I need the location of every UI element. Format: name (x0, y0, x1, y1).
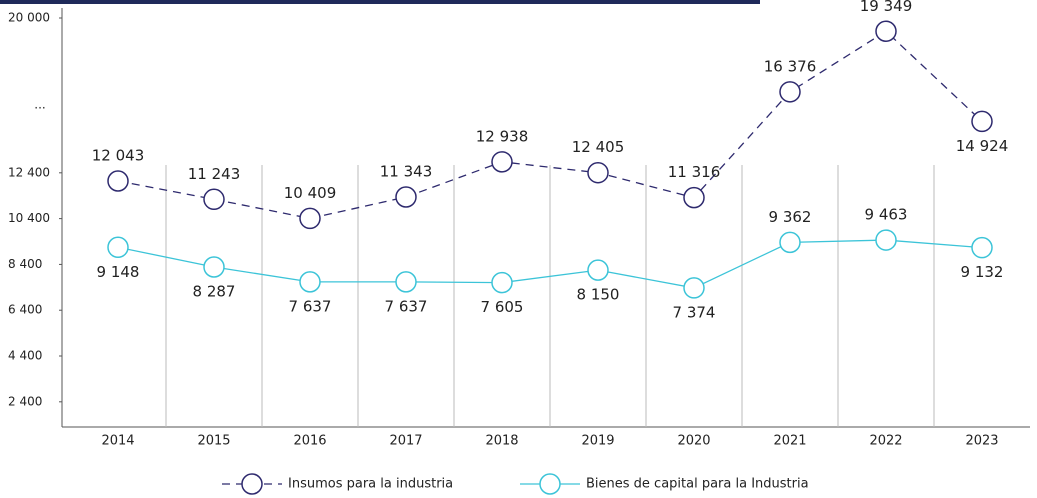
point (299, 271, 321, 293)
legend-marker (241, 473, 263, 495)
point (971, 236, 993, 259)
x-tick-label: 2023 (965, 434, 998, 449)
point (587, 259, 609, 281)
y-tick-label: 20 000 (8, 11, 50, 25)
y-tick-label: 6 400 (8, 303, 42, 317)
data-label: 11 343 (380, 163, 433, 181)
data-label: 7 637 (289, 297, 332, 315)
x-tick-label: 2020 (677, 434, 710, 449)
point (203, 256, 225, 278)
point (107, 170, 129, 192)
data-label: 9 148 (97, 263, 140, 281)
point (683, 277, 705, 299)
data-label: 9 362 (769, 208, 812, 226)
point (491, 151, 513, 173)
point (395, 271, 417, 293)
y-tick-label: 8 400 (8, 257, 42, 271)
data-label: 16 376 (764, 57, 817, 75)
point (587, 161, 609, 184)
legend-marker (539, 473, 561, 495)
line-series (117, 239, 983, 289)
x-tick-label: 2014 (101, 434, 134, 449)
point (779, 81, 801, 103)
point (875, 20, 897, 43)
data-label: 7 637 (385, 297, 428, 315)
line-series (117, 30, 983, 220)
data-label: 11 316 (668, 163, 721, 181)
header-bar (0, 0, 760, 4)
x-tick-label: 2021 (773, 434, 806, 449)
y-tick-label: 2 400 (8, 394, 42, 408)
data-label: 8 150 (577, 286, 620, 304)
legend-label: Insumos para la industria (288, 477, 453, 492)
point (395, 186, 417, 208)
point (491, 271, 513, 294)
point (875, 229, 897, 251)
x-tick-label: 2015 (197, 434, 230, 449)
point (971, 110, 993, 133)
x-tick-label: 2016 (293, 434, 326, 449)
data-label: 10 409 (284, 184, 337, 202)
data-label: 11 243 (188, 165, 241, 183)
data-label: 7 374 (673, 303, 716, 321)
point (203, 188, 225, 211)
data-label: 12 938 (476, 127, 529, 145)
point (683, 186, 705, 209)
x-tick-label: 2018 (485, 434, 518, 449)
data-label: 7 605 (481, 298, 524, 316)
data-label: 9 132 (961, 263, 1004, 281)
y-tick-label: 12 400 (8, 165, 50, 179)
data-label: 14 924 (956, 137, 1009, 155)
data-label: 12 405 (572, 138, 625, 156)
legend-label: Bienes de capital para la Industria (586, 477, 809, 492)
point (299, 207, 321, 230)
point (779, 231, 801, 254)
axis-break: ... (34, 98, 45, 112)
data-label: 9 463 (865, 206, 908, 224)
y-tick-label: 10 400 (8, 211, 50, 225)
x-tick-label: 2017 (389, 434, 422, 449)
data-label: 19 349 (860, 0, 913, 15)
x-tick-label: 2019 (581, 434, 614, 449)
data-label: 8 287 (193, 282, 236, 300)
y-tick-label: 4 400 (8, 349, 42, 363)
data-label: 12 043 (92, 146, 145, 164)
x-tick-label: 2022 (869, 434, 902, 449)
point (107, 236, 129, 259)
